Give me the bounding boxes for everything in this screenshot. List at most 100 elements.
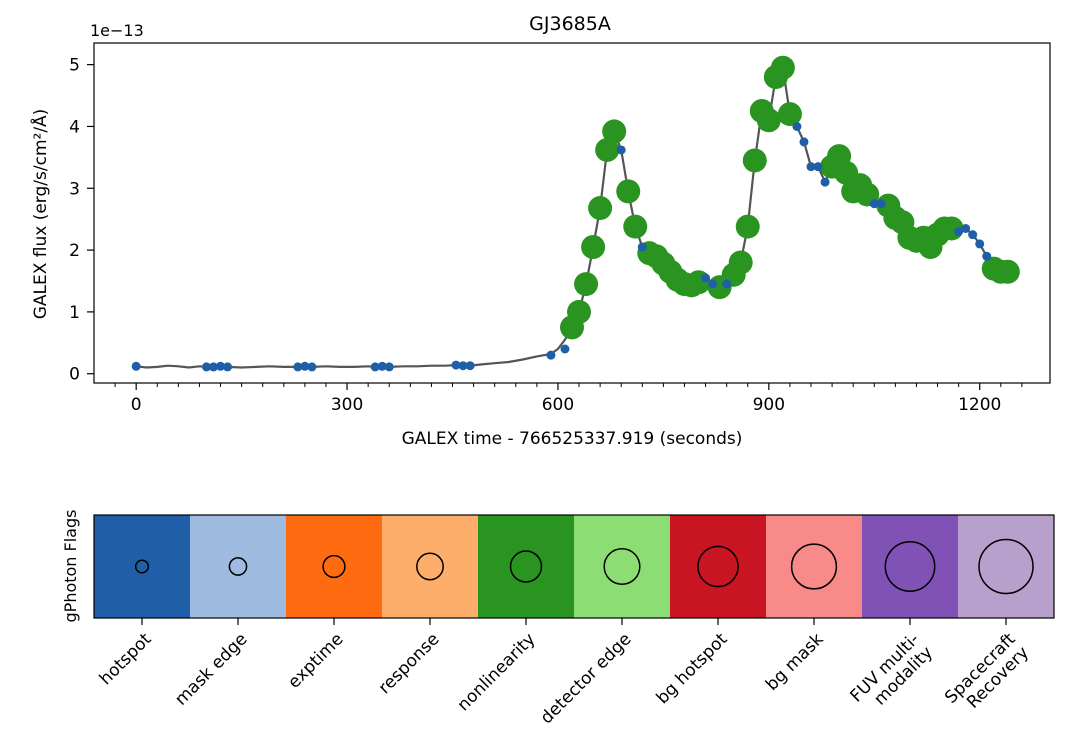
data-point [722,279,732,289]
data-point [201,362,211,372]
x-tick-label: 600 [542,395,574,415]
flagged-point-marker [770,55,795,80]
data-point [961,223,971,233]
flag-size-marker [416,552,444,581]
data-point [806,162,816,172]
flag-color-cell [286,515,382,618]
flagged-point-marker [616,179,641,204]
chart-title: GJ3685A [529,13,611,35]
flag-color-cell [958,515,1054,618]
flagged-point-marker [602,119,627,144]
data-point [546,350,556,360]
data-point [465,361,475,371]
flagged-point-marker [735,214,760,239]
y-tick-label: 4 [69,117,80,137]
data-point [954,227,964,237]
data-point [637,242,647,252]
data-point [799,137,809,147]
flag-size-marker [978,538,1034,595]
flagged-point-marker [777,102,802,127]
x-tick-label: 300 [331,395,363,415]
data-point [223,362,233,372]
x-tick-label: 900 [753,395,785,415]
y-tick-label: 1 [69,303,80,323]
flag-category-label: FUV multi-modality [847,629,937,719]
data-points-group [131,55,1020,372]
x-tick-label: 1200 [958,395,1001,415]
flag-size-marker [228,557,248,576]
y-offset-label: 1e−13 [90,21,144,40]
data-point [616,145,626,155]
flagged-point-marker [581,235,606,259]
flag-size-marker [509,550,543,583]
flagged-point-marker [756,108,781,133]
data-point [876,199,886,209]
flag-category-label: response [375,629,444,698]
y-tick-label: 2 [69,241,80,261]
data-point [300,361,310,371]
flag-size-marker [697,545,739,588]
data-point [968,230,978,240]
flag-size-marker [884,541,936,592]
flagged-point-marker [574,272,599,297]
data-point [293,362,303,372]
flag-category-label: hotspot [96,629,156,689]
flag-category-label: nonlinearity [454,629,540,715]
y-axis-label: GALEX flux (erg/s/cm²/Å) [29,109,51,320]
y-tick-label: 5 [69,56,80,76]
data-point [820,177,830,187]
x-ticks-group: 0 300 600 900 1200 [114,383,1023,415]
flag-category-label: exptime [284,629,347,692]
flag-color-cell [478,515,574,618]
x-axis-label: GALEX time - 766525337.919 (seconds) [402,429,743,449]
flags-axis-label: gPhoton Flags [61,510,80,623]
flagged-point-marker [623,214,648,239]
y-tick-label: 3 [69,179,80,199]
flag-category-label: bg mask [762,629,828,695]
y-ticks-group: 0 1 2 3 4 5 [69,56,94,385]
flag-color-cell [190,515,286,618]
flag-category-label: bg hotspot [653,629,732,708]
data-point [370,362,380,372]
flag-color-cell [862,515,958,618]
flag-size-marker [322,554,346,579]
data-point [813,162,823,172]
data-point [560,344,570,354]
flag-size-marker [134,559,150,574]
flagged-point-marker [742,148,767,173]
flagged-point-marker [567,299,592,324]
flags-frame [93,514,1055,619]
flag-color-cell [94,515,190,618]
flag-color-cell [670,515,766,618]
data-point [216,361,226,371]
flagged-point-marker [588,196,613,221]
flag-category-label: mask edge [171,629,251,709]
data-point [209,362,218,372]
flagged-point-marker [595,137,620,162]
data-point [307,362,317,372]
flag-category-label: detector edge [537,629,636,728]
flag-color-cell [382,515,478,618]
flagged-point-marker [728,250,753,275]
flag-size-marker [790,543,838,590]
flag-color-cell [766,515,862,618]
x-tick-label: 0 [131,395,142,415]
data-point [384,362,394,372]
data-point [869,199,879,209]
data-point [451,360,461,370]
data-point [708,279,718,289]
data-point [975,239,985,249]
flags-legend-group: hotspot mask edge exptime response nonlinear… [94,515,1054,728]
data-point [458,361,468,371]
flag-category-label: SpacecraftRecovery [941,629,1033,721]
y-tick-label: 0 [69,365,80,385]
flag-color-cell [574,515,670,618]
data-point [377,361,387,371]
flag-size-marker [603,547,641,586]
plot-frame [93,42,1051,384]
flagged-point-marker [995,259,1020,284]
data-point [982,251,992,261]
data-point [701,273,711,283]
data-point [131,361,141,371]
